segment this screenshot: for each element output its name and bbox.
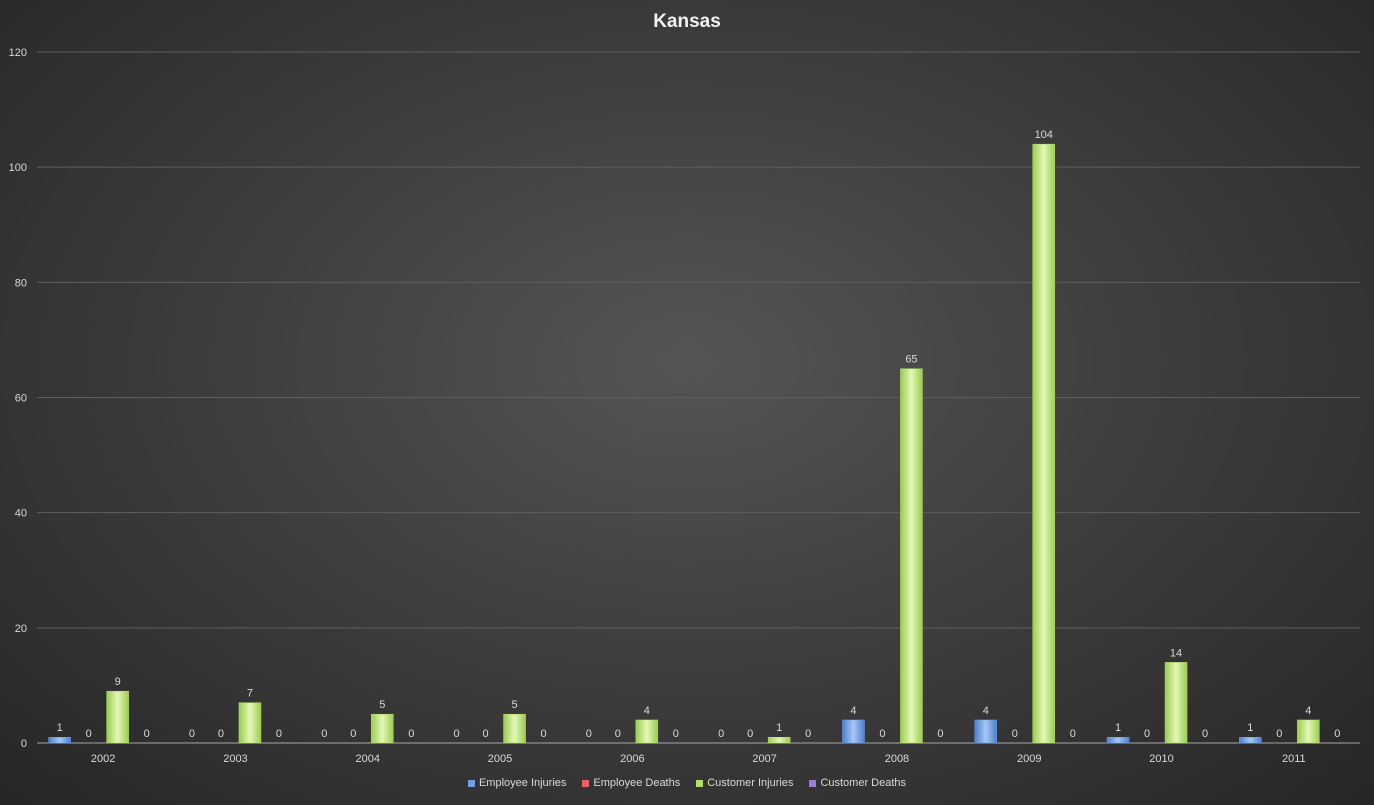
data-label: 4: [1305, 705, 1311, 717]
data-label: 0: [1334, 728, 1340, 740]
data-label: 0: [879, 728, 885, 740]
data-label: 0: [540, 728, 546, 740]
data-label: 0: [218, 728, 224, 740]
data-label: 0: [615, 728, 621, 740]
data-label: 7: [247, 688, 253, 700]
bar-customer-injuries: [1297, 719, 1320, 744]
x-tick-label: 2005: [488, 753, 512, 765]
x-tick-label: 2004: [356, 753, 380, 765]
legend-swatch: [696, 779, 704, 787]
data-label: 0: [350, 728, 356, 740]
data-label: 0: [321, 728, 327, 740]
data-label: 0: [453, 728, 459, 740]
y-tick-label: 60: [15, 393, 27, 405]
data-label: 0: [144, 728, 150, 740]
bar-customer-injuries: [635, 719, 659, 744]
legend-label: Customer Injuries: [707, 777, 794, 789]
legend-label: Customer Deaths: [820, 777, 907, 789]
legend-label: Employee Deaths: [593, 777, 681, 789]
legend-item: Customer Injuries: [696, 777, 793, 789]
bar-customer-injuries: [767, 736, 791, 744]
bar-customer-injuries: [1032, 143, 1055, 744]
data-label: 1: [776, 722, 782, 734]
legend-item: Customer Deaths: [809, 777, 906, 789]
data-label: 4: [850, 705, 856, 717]
gridlines: [37, 51, 1360, 744]
data-label: 0: [482, 728, 488, 740]
legend-swatch: [582, 779, 590, 787]
data-label: 0: [673, 728, 679, 740]
bar-employee-injuries: [1106, 736, 1130, 744]
legend-swatch: [467, 779, 475, 787]
bar-customer-injuries: [106, 690, 129, 744]
data-label: 0: [1012, 728, 1018, 740]
legend-item: Employee Injuries: [467, 777, 567, 789]
data-label: 0: [586, 728, 592, 740]
data-label: 0: [408, 728, 414, 740]
y-tick-label: 80: [15, 277, 27, 289]
data-label: 1: [1115, 722, 1121, 734]
bar-employee-injuries: [842, 719, 865, 744]
bar-employee-injuries: [48, 736, 71, 744]
y-tick-label: 120: [9, 47, 27, 59]
chart-title: Kansas: [653, 11, 721, 32]
x-tick-label: 2003: [223, 753, 247, 765]
data-label: 65: [905, 354, 917, 366]
data-label: 5: [379, 699, 385, 711]
data-label: 4: [644, 705, 650, 717]
y-tick-label: 0: [21, 738, 27, 750]
x-tick-label: 2008: [885, 753, 909, 765]
data-label: 0: [1276, 728, 1282, 740]
data-label: 0: [937, 728, 943, 740]
y-axis: 0 20 40 60 80 100 120: [9, 47, 27, 750]
x-tick-label: 2007: [752, 753, 776, 765]
data-label: 14: [1170, 647, 1182, 659]
bar-employee-injuries: [1239, 736, 1262, 744]
x-tick-label: 2002: [91, 753, 115, 765]
data-label: 0: [747, 728, 753, 740]
x-tick-label: 2009: [1017, 753, 1041, 765]
y-tick-label: 20: [15, 623, 27, 635]
data-label: 4: [983, 705, 989, 717]
legend-swatch: [809, 779, 817, 787]
data-label: 0: [1202, 728, 1208, 740]
data-label: 5: [511, 699, 517, 711]
data-label: 1: [1247, 722, 1253, 734]
bar-customer-injuries: [1164, 662, 1188, 744]
data-label: 9: [115, 676, 121, 688]
bar-customer-injuries: [503, 713, 526, 744]
data-label: 0: [1070, 728, 1076, 740]
legend-item: Employee Deaths: [582, 777, 680, 789]
data-label: 1: [57, 722, 63, 734]
y-tick-label: 40: [15, 508, 27, 520]
bar-customer-injuries: [371, 713, 394, 744]
data-label: 0: [86, 728, 92, 740]
bar-employee-injuries: [974, 719, 997, 744]
data-label: 0: [189, 728, 195, 740]
data-label: 0: [805, 728, 811, 740]
bar-customer-injuries: [238, 702, 262, 744]
data-label: 0: [1144, 728, 1150, 740]
data-label: 0: [276, 728, 282, 740]
x-tick-label: 2006: [620, 753, 644, 765]
bars: [48, 143, 1320, 744]
x-tick-label: 2010: [1149, 753, 1173, 765]
legend-label: Employee Injuries: [478, 777, 567, 789]
x-tick-label: 2011: [1282, 753, 1306, 765]
x-axis: 2002 2003 2004 2005 2006 2007 2008 2009 2010 2011: [91, 753, 1306, 765]
data-label: 104: [1035, 129, 1053, 141]
y-tick-label: 100: [9, 162, 27, 174]
bar-customer-injuries: [900, 368, 923, 744]
data-label: 0: [718, 728, 724, 740]
legend: Employee Injuries Employee Deaths Customer…: [0, 777, 1374, 789]
